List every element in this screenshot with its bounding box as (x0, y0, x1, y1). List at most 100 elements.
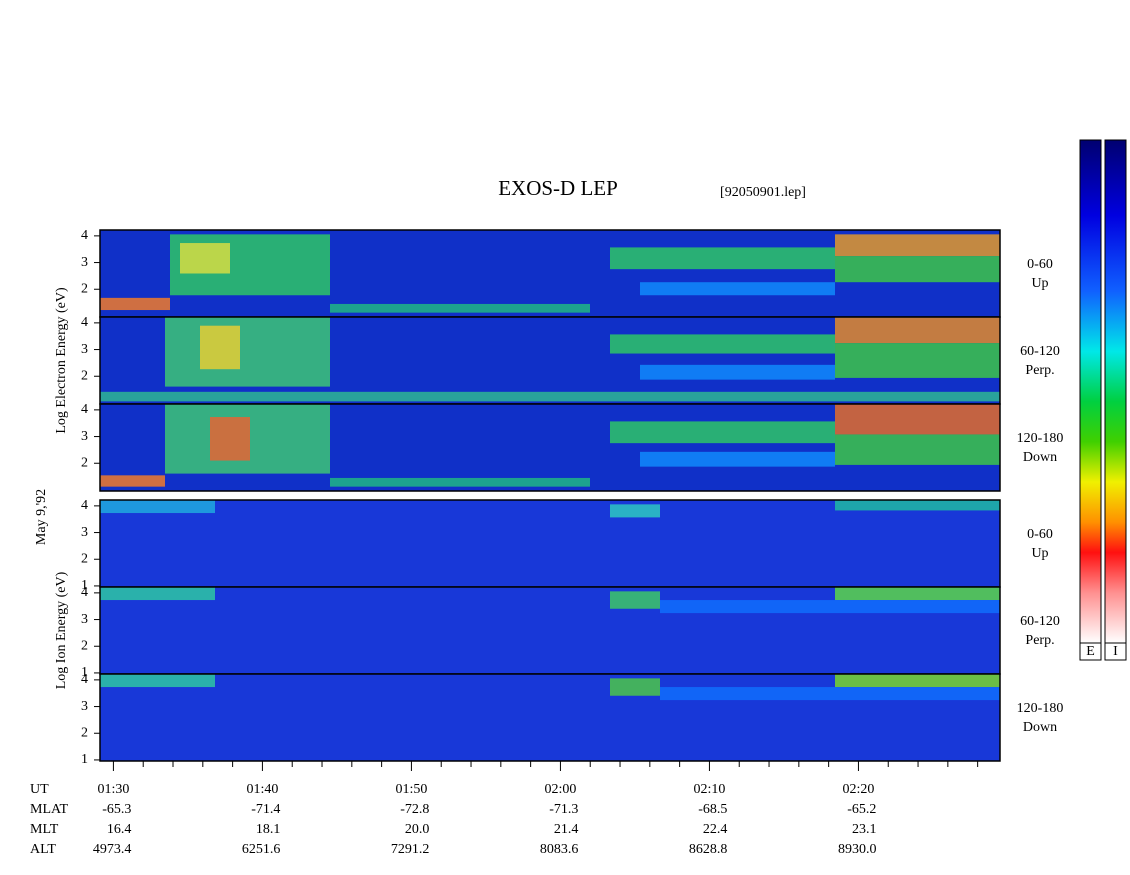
y-axis-label: Log Electron Energy (eV) (54, 287, 69, 434)
x-tick-label: 02:00 (544, 782, 576, 797)
y-tick-label: 4 (81, 498, 88, 513)
panel-direction: Up (1031, 546, 1048, 561)
spectrogram-feature (640, 282, 835, 296)
spectrogram-feature (610, 247, 835, 270)
spectrogram-feature (100, 674, 215, 688)
y-tick-label: 3 (81, 699, 88, 714)
y-tick-label: 3 (81, 342, 88, 357)
spectrogram-feature (610, 504, 660, 518)
file-label: [92050901.lep] (720, 185, 806, 200)
y-tick-label: 1 (81, 752, 88, 767)
spectrogram-feature (835, 404, 1000, 435)
x-tick-label: 02:20 (842, 782, 874, 797)
colorbar-label-box (1104, 642, 1127, 661)
ephemeris-label: ALT (30, 842, 56, 857)
y-tick-label: 4 (81, 402, 88, 417)
y-axis-label: Log Ion Energy (eV) (54, 571, 69, 689)
spectrogram-feature (610, 678, 660, 696)
panel-angle: 0-60 (1027, 257, 1053, 272)
ephemeris-value: 8628.8 (689, 842, 728, 857)
ephemeris-value: 6251.6 (242, 842, 281, 857)
spectrogram-feature (100, 587, 215, 601)
y-tick-label: 3 (81, 429, 88, 444)
y-tick-label: 4 (81, 585, 88, 600)
y-tick-label: 3 (81, 612, 88, 627)
spectrogram-feature (330, 303, 590, 313)
panel-frame (99, 673, 1001, 762)
spectrogram-feature (835, 434, 1000, 465)
ephemeris-value: -71.3 (549, 802, 578, 817)
panel-angle: 120-180 (1017, 431, 1064, 446)
y-tick-label: 1 (81, 578, 88, 593)
colorbar-label-box (1079, 642, 1102, 661)
y-tick-label: 3 (81, 525, 88, 540)
spectrogram-feature (180, 243, 230, 274)
ephemeris-value: 8930.0 (838, 842, 877, 857)
ephemeris-value: 18.1 (256, 822, 281, 837)
ephemeris-value: -68.5 (698, 802, 727, 817)
spectrogram-feature (165, 317, 330, 387)
ephemeris-value: 20.0 (405, 822, 430, 837)
ephemeris-value: 4973.4 (93, 842, 132, 857)
spectrogram-feature (610, 591, 660, 609)
ephemeris-value: 21.4 (554, 822, 579, 837)
spectrogram-feature (835, 343, 1000, 378)
spectrogram-feature (835, 256, 1000, 283)
y-tick-label: 4 (81, 228, 88, 243)
ephemeris-label: MLT (30, 822, 59, 837)
ephemeris-value: -65.2 (847, 802, 876, 817)
y-tick-label: 2 (81, 725, 88, 740)
x-tick-label: 01:30 (97, 782, 129, 797)
panel-angle: 0-60 (1027, 527, 1053, 542)
x-tick-label: 01:40 (246, 782, 278, 797)
spectrogram-feature (100, 475, 165, 487)
spectrogram-feature (210, 417, 250, 461)
spectrogram-feature (640, 451, 835, 467)
panel-direction: Down (1023, 720, 1057, 735)
x-tick-label: 01:50 (395, 782, 427, 797)
y-tick-label: 2 (81, 455, 88, 470)
y-tick-label: 2 (81, 368, 88, 383)
ephemeris-value: 7291.2 (391, 842, 430, 857)
panel-direction: Down (1023, 450, 1057, 465)
ephemeris-value: -72.8 (400, 802, 429, 817)
spectrogram-feature (200, 325, 240, 370)
spectrogram-feature (835, 500, 1000, 511)
x-axis-label: UT (30, 782, 49, 797)
colorbar (1104, 139, 1127, 644)
ephemeris-value: 22.4 (703, 822, 728, 837)
colorbar-label: E (1086, 644, 1095, 659)
y-tick-label: 4 (81, 315, 88, 330)
x-tick-label: 02:10 (693, 782, 725, 797)
spectrogram-feature (660, 687, 1000, 701)
ephemeris-value: -65.3 (102, 802, 131, 817)
colorbar-label: I (1113, 644, 1118, 659)
ephemeris-label: MLAT (30, 802, 69, 817)
panel-angle: 120-180 (1017, 701, 1064, 716)
ephemeris-value: 8083.6 (540, 842, 579, 857)
chart-title: EXOS-D LEP (498, 176, 618, 200)
spectrogram-feature (100, 391, 1000, 402)
spectrogram-panel (100, 500, 1000, 587)
y-tick-label: 3 (81, 255, 88, 270)
panel-direction: Up (1031, 276, 1048, 291)
colorbar (1079, 139, 1102, 644)
spectrogram-feature (100, 297, 170, 311)
y-tick-label: 2 (81, 551, 88, 566)
spectrogram-feature (835, 674, 1000, 688)
spectrogram-feature (610, 421, 835, 444)
ephemeris-value: 16.4 (107, 822, 132, 837)
date-label: May 9,'92 (34, 489, 49, 545)
spectrogram-feature (835, 587, 1000, 601)
spectrogram-feature (330, 477, 590, 487)
spectrogram-feature (610, 334, 835, 354)
y-tick-label: 2 (81, 281, 88, 296)
panel-frame (99, 403, 1001, 492)
spectrogram-feature (835, 234, 1000, 257)
panel-angle: 60-120 (1020, 614, 1060, 629)
y-tick-label: 4 (81, 672, 88, 687)
spectrogram-feature (640, 364, 835, 380)
spectrogram-feature (100, 500, 215, 514)
y-tick-label: 2 (81, 638, 88, 653)
